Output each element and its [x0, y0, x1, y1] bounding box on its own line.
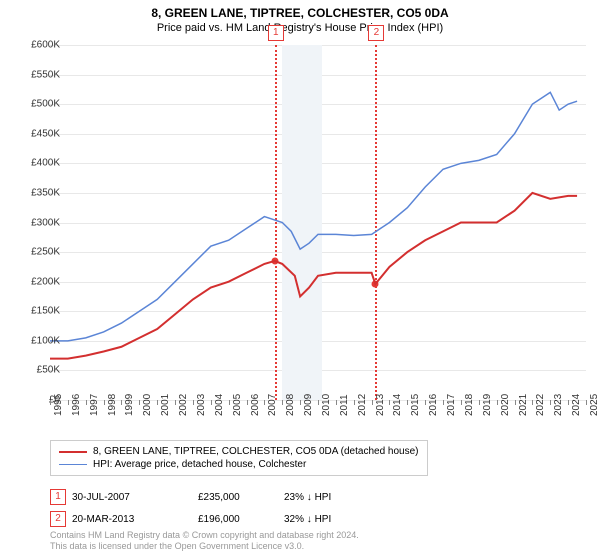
y-tick-label: £250K [12, 247, 60, 258]
legend-box: 8, GREEN LANE, TIPTREE, COLCHESTER, CO5 … [50, 440, 428, 476]
x-tick-label: 2010 [321, 394, 332, 416]
x-tick-label: 2025 [589, 394, 600, 416]
legend-item-property: 8, GREEN LANE, TIPTREE, COLCHESTER, CO5 … [59, 445, 419, 458]
x-tick-label: 2017 [446, 394, 457, 416]
x-tick-label: 2004 [214, 394, 225, 416]
x-tick-label: 1996 [71, 394, 82, 416]
y-tick-label: £450K [12, 128, 60, 139]
x-tick-label: 2022 [535, 394, 546, 416]
chart-subtitle: Price paid vs. HM Land Registry's House … [0, 20, 600, 34]
y-tick-label: £500K [12, 99, 60, 110]
x-tick-label: 2008 [285, 394, 296, 416]
x-tick-label: 2020 [500, 394, 511, 416]
y-tick-label: £200K [12, 276, 60, 287]
x-tick-label: 2013 [375, 394, 386, 416]
x-tick-label: 2001 [160, 394, 171, 416]
y-tick-label: £100K [12, 335, 60, 346]
y-tick-label: £150K [12, 306, 60, 317]
x-tick-label: 1995 [53, 394, 64, 416]
sale-row-1: 130-JUL-2007£235,00023% ↓ HPI [50, 486, 364, 508]
x-tick-label: 2006 [250, 394, 261, 416]
x-tick-label: 2011 [339, 394, 350, 416]
x-tick-label: 2015 [410, 394, 421, 416]
x-tick-label: 2014 [392, 394, 403, 416]
footer-line1: Contains HM Land Registry data © Crown c… [50, 530, 359, 541]
x-tick-label: 2018 [464, 394, 475, 416]
x-tick-label: 1999 [124, 394, 135, 416]
x-tick-label: 2019 [482, 394, 493, 416]
sale-marker-1: 1 [268, 25, 284, 41]
sale-row-2: 220-MAR-2013£196,00032% ↓ HPI [50, 508, 364, 530]
y-tick-label: £350K [12, 187, 60, 198]
legend-label: HPI: Average price, detached house, Colc… [93, 459, 306, 470]
footer-line2: This data is licensed under the Open Gov… [50, 541, 359, 552]
x-tick-label: 2003 [196, 394, 207, 416]
x-tick-label: 1998 [107, 394, 118, 416]
x-tick-label: 2021 [518, 394, 529, 416]
x-tick-label: 2009 [303, 394, 314, 416]
x-tick-label: 2000 [142, 394, 153, 416]
sales-table: 130-JUL-2007£235,00023% ↓ HPI220-MAR-201… [50, 486, 364, 530]
legend-label: 8, GREEN LANE, TIPTREE, COLCHESTER, CO5 … [93, 446, 419, 457]
y-tick-label: £50K [12, 365, 60, 376]
legend-item-hpi: HPI: Average price, detached house, Colc… [59, 458, 419, 471]
series-hpi [50, 92, 577, 341]
y-tick-label: £600K [12, 40, 60, 51]
x-tick-label: 2005 [232, 394, 243, 416]
x-tick-label: 2002 [178, 394, 189, 416]
x-tick-label: 2024 [571, 394, 582, 416]
chart-plot-area: 12 [50, 45, 586, 401]
x-tick-label: 2012 [357, 394, 368, 416]
y-tick-label: £300K [12, 217, 60, 228]
y-tick-label: £550K [12, 69, 60, 80]
x-tick-label: 2016 [428, 394, 439, 416]
y-tick-label: £400K [12, 158, 60, 169]
sale-marker-2: 2 [368, 25, 384, 41]
chart-title: 8, GREEN LANE, TIPTREE, COLCHESTER, CO5 … [0, 0, 600, 20]
x-tick-label: 1997 [89, 394, 100, 416]
x-tick-label: 2007 [267, 394, 278, 416]
footer-attribution: Contains HM Land Registry data © Crown c… [50, 530, 359, 552]
series-property [50, 193, 577, 359]
x-tick-label: 2023 [553, 394, 564, 416]
